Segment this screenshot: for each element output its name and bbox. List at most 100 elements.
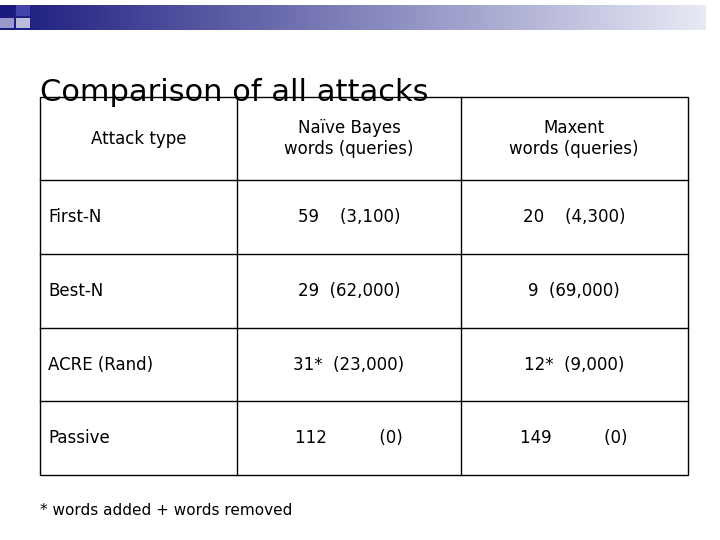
FancyBboxPatch shape (166, 5, 169, 30)
FancyBboxPatch shape (413, 5, 416, 30)
FancyBboxPatch shape (529, 5, 533, 30)
FancyBboxPatch shape (152, 5, 156, 30)
FancyBboxPatch shape (261, 5, 265, 30)
FancyBboxPatch shape (642, 5, 646, 30)
FancyBboxPatch shape (511, 5, 515, 30)
FancyBboxPatch shape (243, 5, 247, 30)
FancyBboxPatch shape (614, 5, 618, 30)
FancyBboxPatch shape (370, 5, 374, 30)
FancyBboxPatch shape (32, 5, 35, 30)
FancyBboxPatch shape (81, 5, 85, 30)
FancyBboxPatch shape (67, 5, 71, 30)
FancyBboxPatch shape (618, 5, 621, 30)
Text: Comparison of all attacks: Comparison of all attacks (40, 78, 428, 107)
FancyBboxPatch shape (384, 5, 388, 30)
FancyBboxPatch shape (494, 5, 498, 30)
FancyBboxPatch shape (265, 5, 268, 30)
FancyBboxPatch shape (572, 5, 575, 30)
FancyBboxPatch shape (46, 5, 50, 30)
Text: Passive: Passive (48, 429, 110, 447)
FancyBboxPatch shape (564, 5, 568, 30)
FancyBboxPatch shape (593, 5, 596, 30)
FancyBboxPatch shape (42, 5, 46, 30)
FancyBboxPatch shape (303, 5, 307, 30)
FancyBboxPatch shape (698, 5, 702, 30)
FancyBboxPatch shape (399, 5, 402, 30)
FancyBboxPatch shape (11, 5, 14, 30)
FancyBboxPatch shape (130, 5, 134, 30)
FancyBboxPatch shape (63, 5, 67, 30)
FancyBboxPatch shape (611, 5, 614, 30)
FancyBboxPatch shape (477, 5, 480, 30)
FancyBboxPatch shape (145, 5, 148, 30)
Text: 20    (4,300): 20 (4,300) (523, 208, 626, 226)
FancyBboxPatch shape (536, 5, 540, 30)
FancyBboxPatch shape (635, 5, 639, 30)
Text: 29  (62,000): 29 (62,000) (298, 282, 400, 300)
FancyBboxPatch shape (204, 5, 208, 30)
FancyBboxPatch shape (451, 5, 455, 30)
FancyBboxPatch shape (156, 5, 158, 30)
FancyBboxPatch shape (254, 5, 258, 30)
FancyBboxPatch shape (490, 5, 494, 30)
Text: Best-N: Best-N (48, 282, 104, 300)
FancyBboxPatch shape (702, 5, 706, 30)
FancyBboxPatch shape (621, 5, 624, 30)
FancyBboxPatch shape (685, 5, 688, 30)
FancyBboxPatch shape (423, 5, 427, 30)
FancyBboxPatch shape (226, 5, 229, 30)
FancyBboxPatch shape (338, 5, 342, 30)
FancyBboxPatch shape (381, 5, 384, 30)
FancyBboxPatch shape (656, 5, 660, 30)
FancyBboxPatch shape (353, 5, 356, 30)
FancyBboxPatch shape (307, 5, 310, 30)
FancyBboxPatch shape (515, 5, 518, 30)
FancyBboxPatch shape (631, 5, 635, 30)
FancyBboxPatch shape (184, 5, 187, 30)
FancyBboxPatch shape (550, 5, 554, 30)
FancyBboxPatch shape (127, 5, 130, 30)
FancyBboxPatch shape (508, 5, 511, 30)
FancyBboxPatch shape (187, 5, 191, 30)
FancyBboxPatch shape (342, 5, 346, 30)
FancyBboxPatch shape (466, 5, 469, 30)
FancyBboxPatch shape (364, 5, 367, 30)
FancyBboxPatch shape (522, 5, 526, 30)
FancyBboxPatch shape (71, 5, 74, 30)
FancyBboxPatch shape (377, 5, 381, 30)
FancyBboxPatch shape (89, 5, 91, 30)
FancyBboxPatch shape (162, 5, 166, 30)
FancyBboxPatch shape (78, 5, 81, 30)
FancyBboxPatch shape (141, 5, 145, 30)
FancyBboxPatch shape (335, 5, 338, 30)
FancyBboxPatch shape (39, 5, 42, 30)
FancyBboxPatch shape (388, 5, 392, 30)
FancyBboxPatch shape (117, 5, 120, 30)
FancyBboxPatch shape (455, 5, 459, 30)
FancyBboxPatch shape (332, 5, 335, 30)
FancyBboxPatch shape (346, 5, 349, 30)
Text: First-N: First-N (48, 208, 102, 226)
FancyBboxPatch shape (349, 5, 353, 30)
FancyBboxPatch shape (596, 5, 600, 30)
FancyBboxPatch shape (0, 5, 4, 30)
FancyBboxPatch shape (109, 5, 113, 30)
FancyBboxPatch shape (691, 5, 695, 30)
FancyBboxPatch shape (60, 5, 63, 30)
Text: 12*  (9,000): 12* (9,000) (524, 356, 624, 374)
FancyBboxPatch shape (526, 5, 529, 30)
FancyBboxPatch shape (547, 5, 550, 30)
FancyBboxPatch shape (194, 5, 197, 30)
FancyBboxPatch shape (258, 5, 261, 30)
FancyBboxPatch shape (297, 5, 300, 30)
FancyBboxPatch shape (441, 5, 444, 30)
FancyBboxPatch shape (169, 5, 173, 30)
FancyBboxPatch shape (275, 5, 279, 30)
FancyBboxPatch shape (600, 5, 603, 30)
FancyBboxPatch shape (652, 5, 656, 30)
FancyBboxPatch shape (99, 5, 102, 30)
FancyBboxPatch shape (271, 5, 275, 30)
Text: ACRE (Rand): ACRE (Rand) (48, 356, 153, 374)
FancyBboxPatch shape (176, 5, 180, 30)
FancyBboxPatch shape (420, 5, 423, 30)
